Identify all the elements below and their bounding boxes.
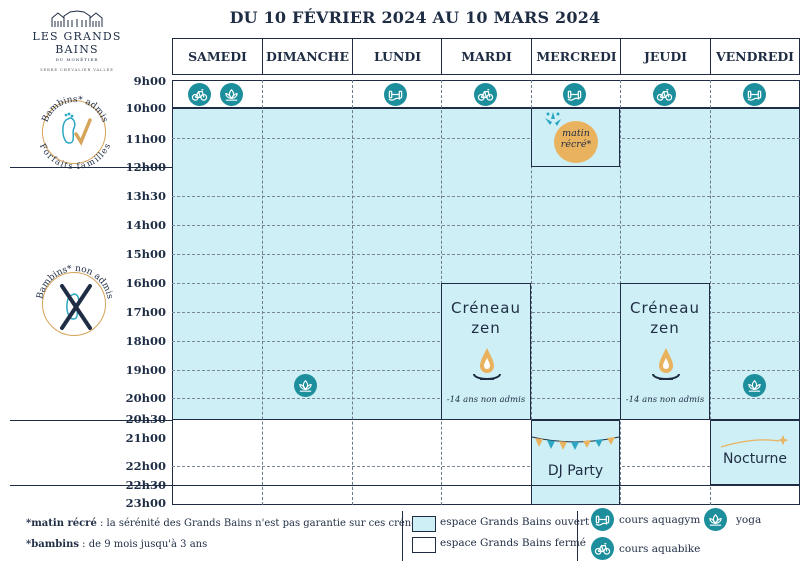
page-title: DU 10 FÉVRIER 2024 AU 10 MARS 2024 <box>229 8 601 27</box>
row-evening-closed <box>172 420 800 505</box>
day-header-dimanche: DIMANCHE <box>262 38 353 75</box>
footnote-matin-key: *matin récré <box>26 518 97 529</box>
lotus-icon <box>743 374 766 397</box>
legend-yoga-label: yoga <box>736 514 762 526</box>
zen-title-2: zen <box>471 319 501 337</box>
zen-note: -14 ans non admis <box>625 395 705 405</box>
drop-icon <box>473 348 501 380</box>
zen-title: Créneau <box>451 299 521 317</box>
creneau-zen-jeudi: Créneau zen -14 ans non admis <box>620 283 710 420</box>
lotus-icon <box>704 508 727 531</box>
dumbbell-icon <box>563 83 586 106</box>
time-label: 20h30 <box>125 412 166 426</box>
time-label: 17h00 <box>125 305 166 319</box>
logo-sub: DU MONÊTIER <box>55 57 99 62</box>
legend-open-swatch <box>412 516 436 532</box>
logo: LES GRANDS BAINS DU MONÊTIER SERRE CHEVA… <box>12 10 142 72</box>
time-label: 20h00 <box>125 391 166 405</box>
time-label: 15h00 <box>125 247 166 261</box>
time-label: 19h00 <box>125 363 166 377</box>
legend-aquabike-label: cours aquabike <box>619 543 701 555</box>
day-header-lundi: LUNDI <box>352 38 443 75</box>
matin-recre-badge <box>554 121 598 163</box>
nocturne-slot: Nocturne <box>710 420 800 485</box>
time-label: 14h00 <box>125 218 166 232</box>
time-label: 18h00 <box>125 334 166 348</box>
bike-icon <box>474 83 497 106</box>
footnote-bambins: *bambins : de 9 mois jusqu'à 3 ans <box>26 539 207 550</box>
zen-title-2: zen <box>650 319 680 337</box>
svg-text:Forfaits familles: Forfaits familles <box>40 142 110 170</box>
time-label: 23h00 <box>125 496 166 510</box>
day-header-vendredi: VENDREDI <box>710 38 800 75</box>
badge-arc-text-2: Bambins* non admis <box>36 264 114 330</box>
footnote-bambins-key: *bambins <box>26 539 79 550</box>
creneau-zen-mardi: Créneau zen -14 ans non admis <box>441 283 531 420</box>
lotus-icon <box>220 83 243 106</box>
matin-recre-label: matin récré* <box>560 128 592 150</box>
footnote-matin-text: : la sérénité des Grands Bains n'est pas… <box>96 518 436 529</box>
dj-party-label: DJ Party <box>547 463 604 479</box>
footprint-cross-icon <box>60 284 92 330</box>
time-label: 11h00 <box>125 132 166 146</box>
day-header-mardi: MARDI <box>441 38 532 75</box>
time-label: 22h00 <box>125 459 166 473</box>
day-header-samedi: SAMEDI <box>172 38 263 75</box>
lotus-icon <box>294 374 317 397</box>
svg-text:Bambins* admis: Bambins* admis <box>41 95 110 124</box>
zen-note: -14 ans non admis <box>446 395 526 405</box>
time-label: 13h30 <box>125 189 166 203</box>
schedule-grid: matin récré* Créneau zen -14 ans non adm… <box>172 80 800 505</box>
bike-icon <box>591 537 614 560</box>
dj-party-slot: DJ Party <box>531 420 620 505</box>
footnote-bambins-text: : de 9 mois jusqu'à 3 ans <box>78 539 208 550</box>
building-icon <box>51 10 103 27</box>
day-header-jeudi: JEUDI <box>620 38 711 75</box>
drop-icon <box>652 348 680 380</box>
legend-closed-label: espace Grands Bains fermé <box>440 537 587 549</box>
footprint-check-icon <box>62 112 92 146</box>
time-label: 9h00 <box>133 74 166 88</box>
time-label: 16h00 <box>125 276 166 290</box>
legend-closed-swatch <box>412 537 436 553</box>
dumbbell-icon <box>591 508 614 531</box>
bunting-icon <box>532 436 619 450</box>
logo-tagline: SERRE CHEVALIER VALLÉE <box>40 68 114 72</box>
splash-icon <box>545 112 561 126</box>
bike-icon <box>188 83 211 106</box>
footnote-matin: *matin récré : la sérénité des Grands Ba… <box>26 518 435 529</box>
dumbbell-icon <box>384 83 407 106</box>
nocturne-label: Nocturne <box>722 451 788 467</box>
badge-admis-bottom: Forfaits familles <box>40 142 110 170</box>
badge-bambins-admis <box>42 100 106 164</box>
dumbbell-icon <box>743 83 766 106</box>
legend-aquagym-label: cours aquagym <box>619 514 701 526</box>
badge-admis-top: Bambins* admis <box>41 95 110 124</box>
logo-name: LES GRANDS BAINS <box>32 30 122 56</box>
time-label: 21h00 <box>125 431 166 445</box>
legend-open-label: espace Grands Bains ouvert <box>440 516 590 528</box>
zen-title: Créneau <box>630 299 700 317</box>
time-label: 10h00 <box>125 101 166 115</box>
star-icon <box>720 435 789 448</box>
bike-icon <box>653 83 676 106</box>
day-header-mercredi: MERCREDI <box>531 38 622 75</box>
badge-arc-text: Bambins* admis Forfaits familles <box>40 95 110 170</box>
